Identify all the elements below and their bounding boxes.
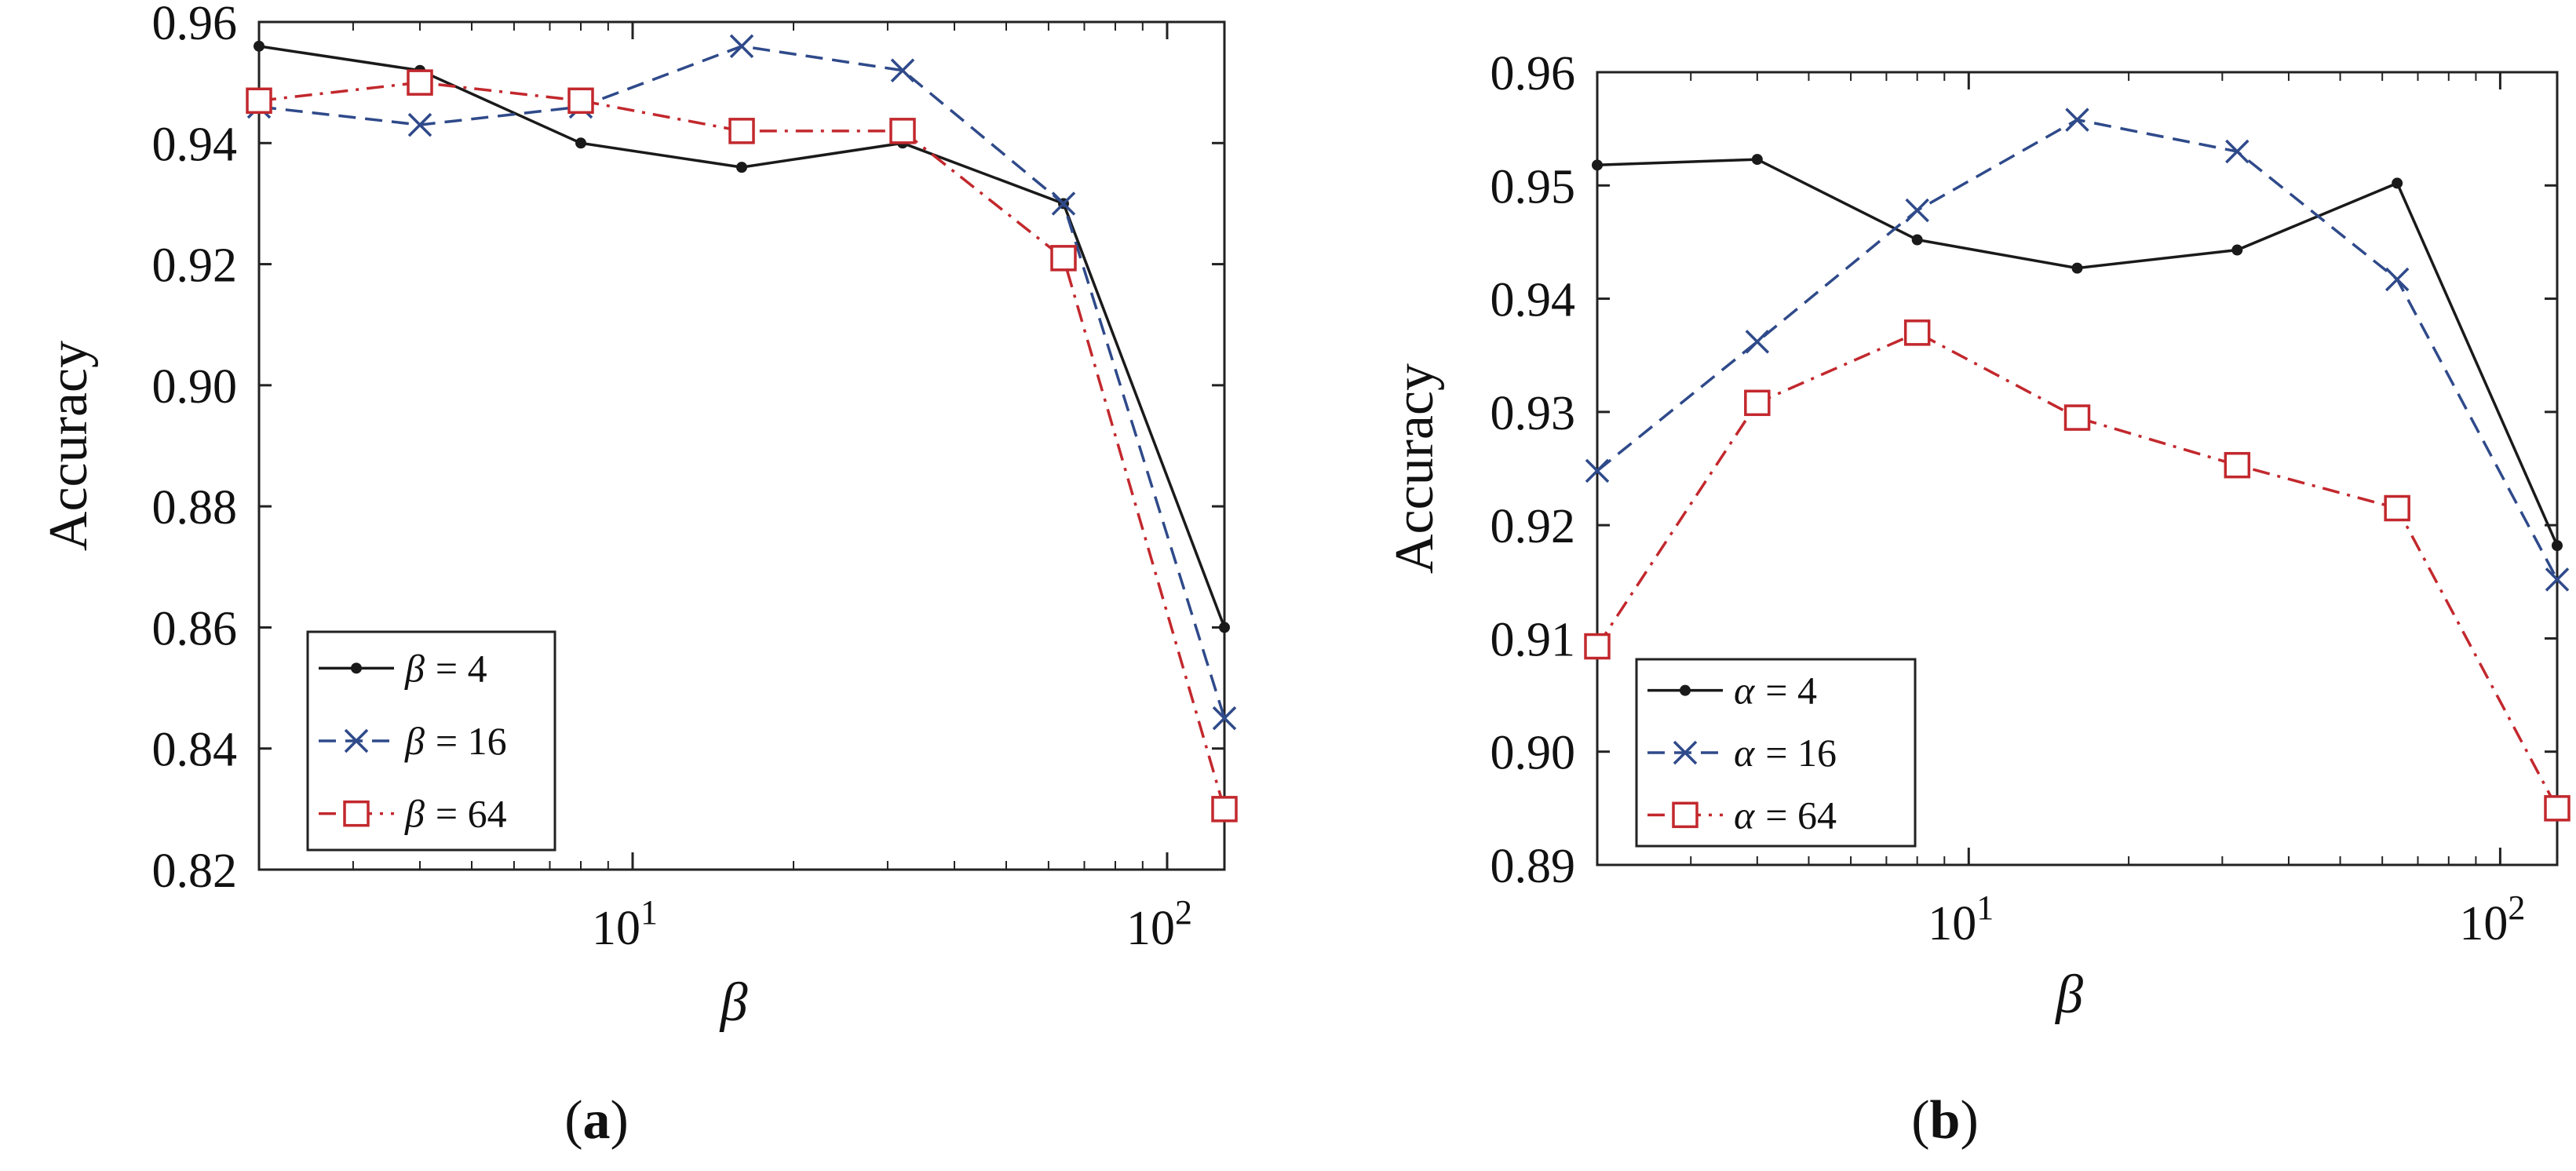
data-point <box>2384 494 2410 522</box>
data-point <box>1211 796 1238 823</box>
y-tick-label: 0.96 <box>152 0 238 50</box>
data-point <box>2545 567 2570 592</box>
data-point <box>1751 154 1763 166</box>
data-point <box>2544 795 2571 822</box>
data-point <box>729 34 754 59</box>
legend: α = 4 α = 16 α = 64 <box>1635 658 1917 848</box>
x-tick-label: 102 <box>2459 888 2525 950</box>
data-point <box>1745 330 1770 354</box>
y-tick-label: 0.91 <box>1491 613 1576 666</box>
data-point <box>344 728 369 753</box>
y-tick-label: 0.90 <box>1491 727 1576 780</box>
data-point <box>575 137 586 149</box>
y-axis-title: Accuracy <box>38 341 99 551</box>
y-tick-label: 0.95 <box>1491 160 1576 213</box>
data-point <box>407 69 433 96</box>
data-point <box>1212 706 1237 731</box>
legend-label: α = 4 <box>1734 669 1817 713</box>
series-3 <box>246 69 1238 823</box>
data-point <box>2225 139 2249 164</box>
legend-label: α = 64 <box>1734 793 1837 837</box>
legend-label: β = 4 <box>404 646 487 690</box>
panel-caption: (b) <box>1911 1090 1979 1151</box>
data-point <box>2071 262 2083 274</box>
y-tick-label: 0.94 <box>152 118 238 171</box>
y-tick-label: 0.93 <box>1491 387 1576 440</box>
y-tick-label: 0.84 <box>152 724 238 777</box>
y-tick-label: 0.89 <box>1491 840 1576 893</box>
data-point <box>1680 684 1691 696</box>
data-point <box>2231 244 2243 256</box>
series-line <box>1596 158 2559 546</box>
legend-label: β = 64 <box>404 792 507 836</box>
y-tick-label: 0.94 <box>1491 274 1576 327</box>
data-point <box>351 662 362 674</box>
data-point <box>2224 451 2251 479</box>
chart-panel-b: 0.89 0.90 0.91 0.92 0.93 0.94 0.95 0.96 101 102 Ac… <box>1385 47 2571 1151</box>
chart-panel-a: 0.82 0.84 0.86 0.88 0.90 0.92 0.94 0.96 101 102 Ac… <box>38 0 1238 1151</box>
data-point <box>1219 622 1230 633</box>
series-2 <box>1585 108 2570 592</box>
data-point <box>1592 159 1603 171</box>
data-point <box>1744 389 1771 417</box>
data-point <box>736 162 747 173</box>
data-point <box>2392 177 2403 189</box>
series-line <box>1596 118 2559 581</box>
data-point <box>567 87 594 115</box>
x-axis-title: β <box>719 972 748 1033</box>
y-tick-label: 0.82 <box>152 845 238 898</box>
data-point <box>2063 404 2091 431</box>
legend-label: α = 16 <box>1734 731 1837 775</box>
data-point <box>246 87 272 115</box>
data-point <box>1672 801 1698 829</box>
y-axis-title: Accuracy <box>1385 363 1445 574</box>
y-tick-label: 0.92 <box>1491 500 1576 553</box>
data-point <box>1905 198 1929 223</box>
data-point <box>1911 234 1923 246</box>
y-tick-label: 0.88 <box>152 481 238 534</box>
plot-frame <box>1596 71 2559 866</box>
panel-caption: (a) <box>564 1090 629 1151</box>
data-point <box>1903 319 1931 346</box>
data-point <box>343 800 370 827</box>
series-3 <box>1584 319 2571 822</box>
series-line <box>258 45 1226 719</box>
data-point <box>2065 108 2089 132</box>
plot-frame <box>257 20 1226 871</box>
data-point <box>1673 740 1698 765</box>
data-point <box>1050 245 1077 272</box>
y-tick-label: 0.96 <box>1491 47 1576 100</box>
data-point <box>1051 192 1076 216</box>
legend-label: β = 16 <box>404 719 507 763</box>
y-tick-label: 0.90 <box>152 360 238 414</box>
x-tick-label: 102 <box>1126 893 1192 955</box>
data-point <box>890 58 915 82</box>
data-point <box>254 40 265 52</box>
x-axis-title: β <box>2054 965 2083 1025</box>
data-point <box>728 118 755 144</box>
data-point <box>2384 267 2410 292</box>
data-point <box>1584 633 1611 660</box>
y-tick-label: 0.92 <box>152 239 238 293</box>
series-1 <box>1592 154 2563 552</box>
y-tick-label: 0.86 <box>152 602 238 655</box>
x-tick-label: 101 <box>1928 888 1994 950</box>
x-tick-label: 101 <box>592 893 658 955</box>
data-point <box>2552 540 2563 552</box>
data-point <box>407 112 432 137</box>
data-point <box>889 118 916 144</box>
data-point <box>1585 458 1610 483</box>
legend: β = 4 β = 16 β = 64 <box>306 630 556 852</box>
